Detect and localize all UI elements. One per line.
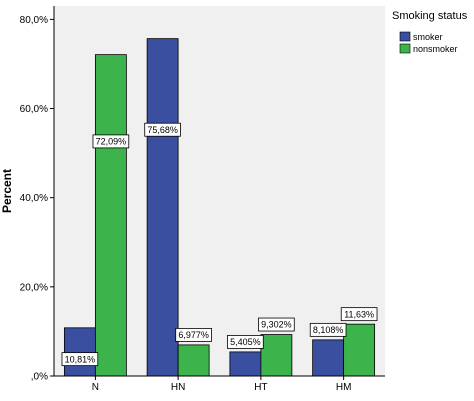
bar-smoker-hn [146, 38, 179, 377]
x-tick-label: N [92, 382, 99, 393]
legend-swatch-smoker [399, 31, 411, 42]
legend-label-smoker: smoker [413, 32, 443, 42]
x-tick-label: HT [254, 382, 267, 393]
data-label-box [340, 307, 378, 322]
bar-smoker-n [63, 327, 96, 377]
data-labels: 10,81% 72,09% 75,68% 6,977% 5,405%9,302% 8,10… [61, 122, 378, 367]
bar-smoker-hm [312, 339, 345, 377]
data-label-box [258, 317, 295, 332]
legend-title: Smoking status [392, 10, 468, 22]
y-tick-label: 20,0% [20, 282, 48, 293]
bars [63, 38, 376, 377]
bar-nonsmoker-hm [343, 323, 376, 377]
bar-nonsmoker-n [94, 54, 127, 377]
y-tick-label: 80,0% [20, 15, 48, 26]
data-label: 72,09% [96, 137, 127, 147]
legend-label-nonsmoker: nonsmoker [413, 44, 458, 54]
legend: Smoking status smoker nonsmoker [392, 10, 468, 54]
bar-nonsmoker-ht [260, 334, 293, 377]
data-label-box [144, 122, 181, 137]
y-tick-label: 60,0% [20, 104, 48, 115]
data-label: 75,68% [147, 125, 178, 135]
bar-smoker-ht [229, 351, 262, 377]
data-label: 9,302% [261, 320, 292, 330]
data-label-box [227, 335, 264, 349]
data-label-box [175, 327, 212, 342]
data-label-box [309, 322, 347, 337]
data-label: 10,81% [65, 354, 96, 364]
y-axis-ticks: ,0% 20,0% 40,0% 60,0% 80,0% [20, 15, 54, 383]
y-tick-label: 40,0% [20, 193, 48, 204]
data-label-box [92, 134, 130, 149]
legend-swatch-nonsmoker [399, 43, 411, 54]
data-label: 6,977% [178, 330, 209, 340]
data-label: 5,405% [230, 337, 261, 347]
x-tick-label: HM [336, 382, 352, 393]
bar-nonsmoker-hn [177, 344, 210, 377]
x-tick-label: HN [171, 382, 185, 393]
data-label: 8,108% [313, 325, 344, 335]
data-label-box [61, 352, 99, 367]
y-axis-title: Percent [0, 169, 14, 213]
data-label: 11,63% [344, 309, 374, 319]
x-axis-ticks: N HN HT HM [92, 376, 352, 393]
y-tick-label: ,0% [31, 372, 48, 383]
